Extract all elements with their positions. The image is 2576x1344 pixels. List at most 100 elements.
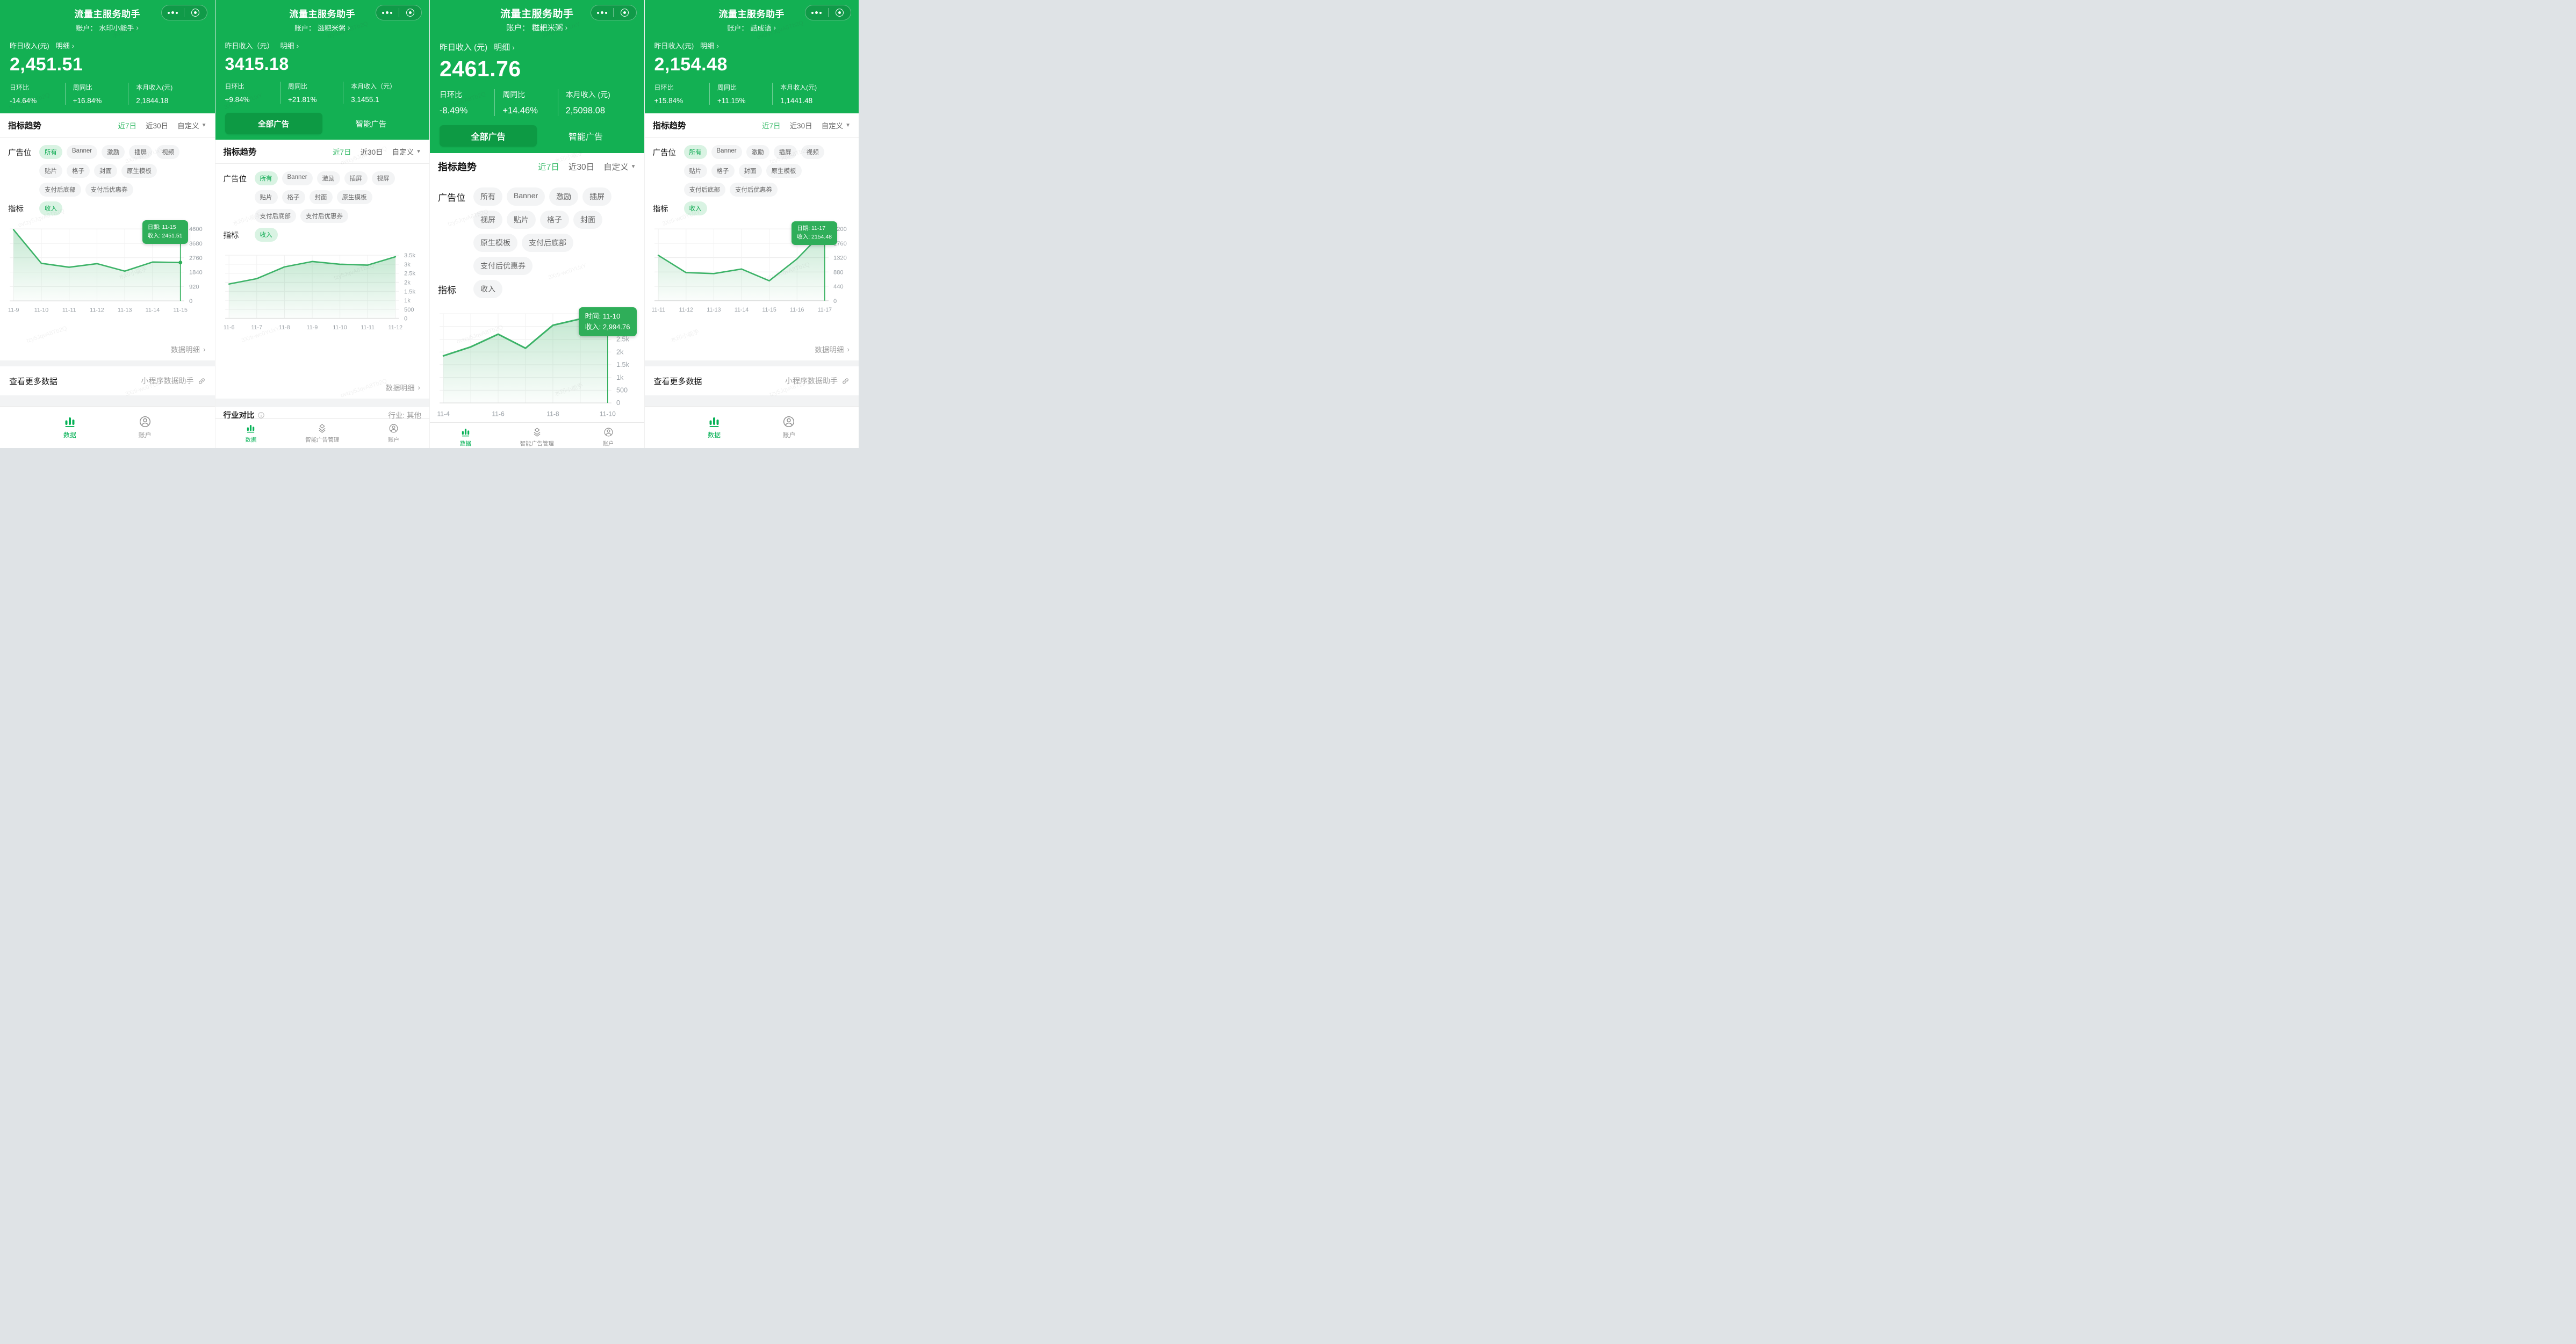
adslot-chip[interactable]: 格子 xyxy=(540,211,569,229)
adslot-chip[interactable]: 贴片 xyxy=(683,164,707,178)
range-tab-1[interactable]: 近30日 xyxy=(360,148,383,156)
adslot-chip[interactable]: 支付后优惠券 xyxy=(85,183,133,197)
adslot-chip[interactable]: 格子 xyxy=(711,164,735,178)
data-detail-link[interactable]: 数据明细 › xyxy=(170,345,206,354)
chart-area[interactable]: 11-11 11-12 11-13 11-14 11-15 11-16 11-17 2200 1… xyxy=(651,221,854,317)
income-detail-link[interactable]: 明细 › xyxy=(55,41,75,50)
adslot-chip[interactable]: 格子 xyxy=(67,164,90,178)
range-tab-0[interactable]: 近7日 xyxy=(762,122,781,130)
income-trend-chart[interactable]: 11-11 11-12 11-13 11-14 11-15 11-16 11-1722001… xyxy=(651,223,854,315)
adslot-chip[interactable]: 原生模板 xyxy=(121,164,157,178)
adslot-chip[interactable]: 所有 xyxy=(254,171,278,185)
account-selector[interactable]: 账户： 滋粑米粥 › xyxy=(225,21,420,33)
adslot-chip[interactable]: 格子 xyxy=(282,190,305,204)
tab-chart[interactable]: 数据 xyxy=(430,427,501,447)
adslot-chip[interactable]: Banner xyxy=(711,145,742,159)
account-selector[interactable]: 账户： 水印小能手 › xyxy=(10,21,205,33)
adslot-chip[interactable]: 支付后底部 xyxy=(683,183,725,197)
range-tab-1[interactable]: 近30日 xyxy=(568,163,595,172)
income-trend-chart[interactable]: 11-6 11-7 11-8 11-9 11-10 11-11 11-12 3.5k 3k 2.5… xyxy=(222,250,424,333)
adslot-chip[interactable]: 封面 xyxy=(309,190,333,204)
adslot-chip[interactable]: 封面 xyxy=(573,211,602,229)
adslot-chip[interactable]: 所有 xyxy=(683,145,707,159)
adslot-chip[interactable]: 支付后优惠券 xyxy=(730,183,778,197)
adslot-chip[interactable]: Banner xyxy=(67,145,98,159)
adslot-chip[interactable]: 视屏 xyxy=(371,171,395,185)
chart-area[interactable]: 11-9 11-10 11-11 11-12 11-13 11-14 11-15 4600 36… xyxy=(6,220,210,317)
more-menu-button[interactable] xyxy=(805,5,828,20)
close-minimize-button[interactable] xyxy=(614,5,636,20)
metric-chip-income[interactable]: 收入 xyxy=(473,280,502,298)
range-tab-2[interactable]: 自定义 ▼ xyxy=(177,122,207,130)
adslot-chip[interactable]: 支付后优惠券 xyxy=(300,209,348,223)
adslot-chip[interactable]: 支付后底部 xyxy=(39,183,81,197)
adslot-chip[interactable]: 支付后优惠券 xyxy=(473,257,533,275)
adslot-chip[interactable]: 支付后底部 xyxy=(254,209,296,223)
tab-user[interactable]: 账户 xyxy=(573,427,644,447)
all-ads-button[interactable]: 全部广告 xyxy=(440,125,537,147)
adslot-chip[interactable]: 视频 xyxy=(156,145,180,159)
account-selector[interactable]: 账户： 糍耙米粥 › xyxy=(440,21,635,33)
account-selector[interactable]: 账户： 詰成语 › xyxy=(654,21,850,33)
range-tab-0[interactable]: 近7日 xyxy=(538,163,559,172)
range-tab-2[interactable]: 自定义 ▼ xyxy=(821,122,851,130)
smart-ads-button[interactable]: 智能广告 xyxy=(568,133,603,142)
tab-chart[interactable]: 数据 xyxy=(677,415,752,439)
all-ads-button[interactable]: 全部广告 xyxy=(225,113,322,134)
adslot-chip[interactable]: 原生模板 xyxy=(336,190,372,204)
adslot-chip[interactable]: 激励 xyxy=(102,145,125,159)
adslot-chip[interactable]: Banner xyxy=(507,187,545,206)
adslot-chip[interactable]: 插屏 xyxy=(344,171,368,185)
income-detail-link[interactable]: 明细 › xyxy=(700,41,719,50)
mini-program-assistant-link[interactable]: 小程序数据助手 xyxy=(141,375,206,386)
range-tab-0[interactable]: 近7日 xyxy=(333,148,351,156)
tab-layers[interactable]: 智能广告管理 xyxy=(501,427,573,447)
metric-chip-income[interactable]: 收入 xyxy=(39,201,62,215)
adslot-chip[interactable]: 激励 xyxy=(746,145,769,159)
data-detail-link[interactable]: 数据明细 › xyxy=(815,345,850,354)
adslot-chip[interactable]: 插屏 xyxy=(773,145,797,159)
data-detail-link[interactable]: 数据明细 › xyxy=(385,383,420,392)
adslot-chip[interactable]: 支付后底部 xyxy=(522,234,573,252)
tab-chart[interactable]: 数据 xyxy=(32,415,107,439)
adslot-chip[interactable]: 贴片 xyxy=(39,164,62,178)
adslot-chip[interactable]: 视屏 xyxy=(473,211,502,229)
adslot-chip[interactable]: 插屏 xyxy=(582,187,612,206)
metric-chip-income[interactable]: 收入 xyxy=(683,201,707,215)
smart-ads-button[interactable]: 智能广告 xyxy=(355,120,387,129)
adslot-chip[interactable]: 原生模板 xyxy=(473,234,517,252)
chart-area[interactable]: 11-411-611-811-103.5k3k2.5k2k1.5k1k5000时… xyxy=(436,306,639,422)
tab-layers[interactable]: 智能广告管理 xyxy=(286,423,358,444)
range-tab-1[interactable]: 近30日 xyxy=(789,122,812,130)
income-detail-link[interactable]: 明细 › xyxy=(280,41,299,50)
adslot-chip[interactable]: 激励 xyxy=(316,171,340,185)
more-menu-button[interactable] xyxy=(162,5,184,20)
adslot-chip[interactable]: 封面 xyxy=(738,164,762,178)
adslot-chip[interactable]: Banner xyxy=(282,171,313,185)
tab-user[interactable]: 账户 xyxy=(358,423,429,444)
close-minimize-button[interactable] xyxy=(399,5,422,20)
income-trend-chart[interactable]: 11-9 11-10 11-11 11-12 11-13 11-14 11-15 4600 36… xyxy=(6,223,210,315)
range-tab-2[interactable]: 自定义 ▼ xyxy=(603,163,636,172)
metric-chip-income[interactable]: 收入 xyxy=(254,228,278,242)
adslot-chip[interactable]: 视频 xyxy=(801,145,824,159)
adslot-chip[interactable]: 封面 xyxy=(94,164,117,178)
more-menu-button[interactable] xyxy=(376,5,399,20)
close-minimize-button[interactable] xyxy=(829,5,851,20)
adslot-chip[interactable]: 原生模板 xyxy=(766,164,802,178)
tab-user[interactable]: 账户 xyxy=(752,415,826,439)
adslot-chip[interactable]: 激励 xyxy=(549,187,579,206)
adslot-chip[interactable]: 所有 xyxy=(473,187,502,206)
tab-chart[interactable]: 数据 xyxy=(215,423,287,444)
adslot-chip[interactable]: 插屏 xyxy=(129,145,153,159)
more-menu-button[interactable] xyxy=(591,5,614,20)
adslot-chip[interactable]: 所有 xyxy=(39,145,62,159)
adslot-chip[interactable]: 贴片 xyxy=(507,211,536,229)
chart-area[interactable]: 11-6 11-7 11-8 11-9 11-10 11-11 11-12 3.5k 3k 2.5… xyxy=(222,250,424,335)
tab-user[interactable]: 账户 xyxy=(107,415,183,439)
range-tab-1[interactable]: 近30日 xyxy=(146,122,169,130)
mini-program-assistant-link[interactable]: 小程序数据助手 xyxy=(785,375,850,386)
close-minimize-button[interactable] xyxy=(184,5,207,20)
adslot-chip[interactable]: 贴片 xyxy=(254,190,278,204)
